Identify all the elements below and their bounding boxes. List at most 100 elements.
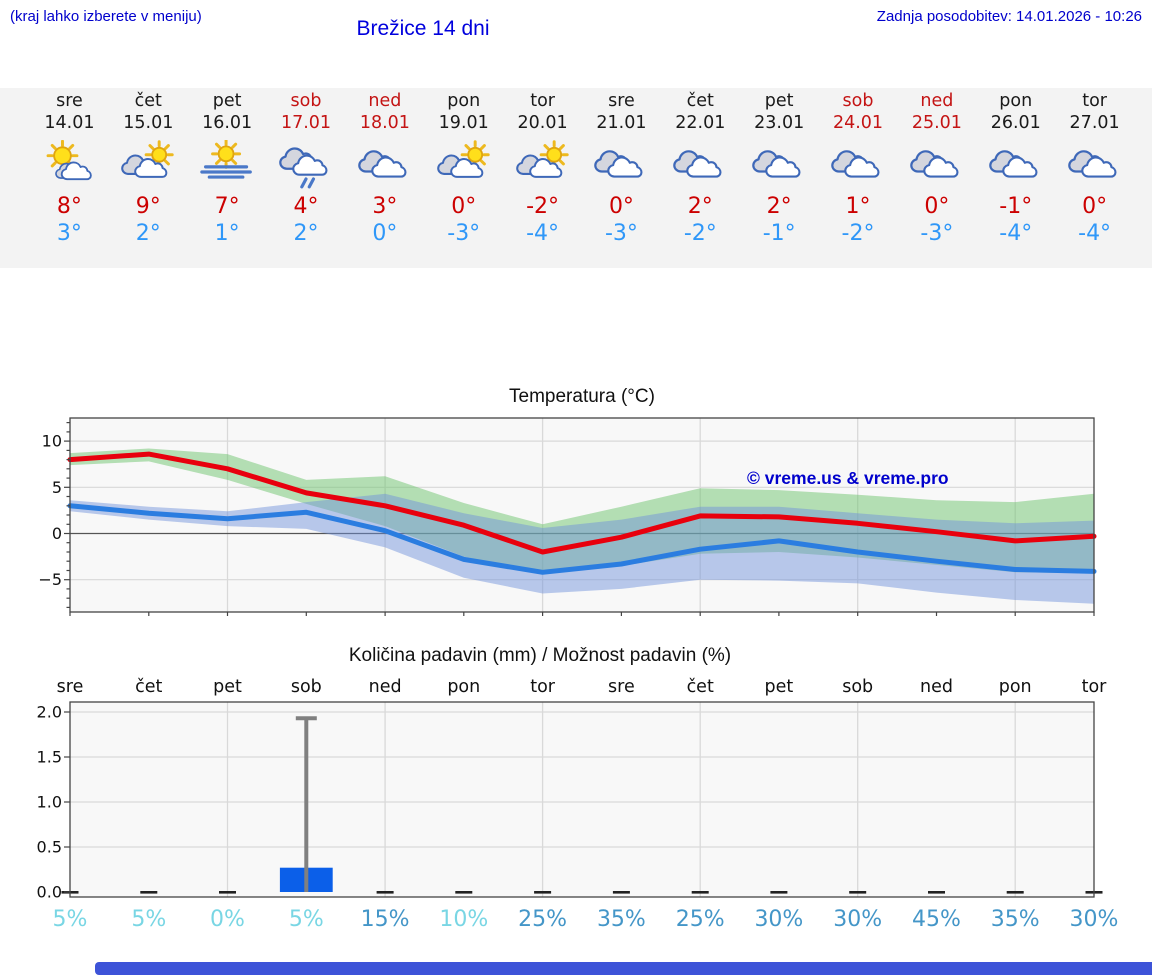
weather-icon-sun-fog xyxy=(200,138,252,179)
day-date: 24.01 xyxy=(832,113,884,133)
day-date: 22.01 xyxy=(675,113,726,133)
forecast-day: čet 15.01 9° 2° xyxy=(109,88,188,268)
day-icon xyxy=(1055,140,1134,190)
day-high-temp: 1° xyxy=(845,194,871,219)
day-date: 18.01 xyxy=(359,113,410,133)
zero-precip-dash xyxy=(376,891,394,894)
precip-probability-label: 10% xyxy=(439,907,488,932)
day-low-temp: -3° xyxy=(447,221,481,246)
zero-precip-dash xyxy=(140,891,158,894)
day-icon xyxy=(503,140,582,190)
last-update-text: Zadnja posodobitev: 14.01.2026 - 10:26 xyxy=(876,8,1142,25)
day-low-temp: -3° xyxy=(920,221,954,246)
precipitation-chart-title: Količina padavin (mm) / Možnost padavin … xyxy=(348,645,732,666)
day-high-temp: 0° xyxy=(608,194,634,219)
zero-precip-dash xyxy=(219,891,236,894)
zero-precip-dash xyxy=(61,891,79,894)
precip-probability-label: 0% xyxy=(210,907,245,932)
precip-day-label: pet xyxy=(765,677,794,697)
precip-day-label: sre xyxy=(608,677,635,697)
forecast-day: sob 24.01 1° -2° xyxy=(819,88,898,268)
day-date: 17.01 xyxy=(280,113,332,133)
day-low-temp: 2° xyxy=(135,221,161,246)
day-icon xyxy=(188,138,267,190)
precip-day-label: ned xyxy=(369,677,402,697)
day-date: 23.01 xyxy=(754,113,805,133)
precip-ytick-label: 1.5 xyxy=(37,748,62,767)
weather-icon-sun-cloud xyxy=(46,139,93,181)
day-icon xyxy=(109,140,188,190)
day-name: sre xyxy=(56,91,83,111)
temp-ytick-label: 10 xyxy=(42,432,62,451)
day-icon xyxy=(345,140,424,190)
day-date: 25.01 xyxy=(911,113,962,133)
forecast-day: sre 21.01 0° -3° xyxy=(582,88,661,268)
precip-probability-label: 25% xyxy=(518,907,567,932)
precip-ytick-label: 2.0 xyxy=(37,703,62,722)
day-date: 16.01 xyxy=(202,113,253,133)
day-icon xyxy=(30,139,109,190)
precip-ytick-label: 1.0 xyxy=(37,793,62,812)
precip-day-label: pet xyxy=(213,677,242,697)
day-high-temp: 2° xyxy=(687,194,713,219)
menu-hint-text: (kraj lahko izberete v meniju) xyxy=(10,8,202,25)
day-icon xyxy=(740,140,819,190)
zero-precip-dash xyxy=(928,891,945,894)
day-name: čet xyxy=(134,91,162,111)
forecast-strip: sre 14.01 8° 3° čet 15.01 9° 2° pet 16.01 7° 1° sob 1… xyxy=(0,88,1152,268)
precip-day-label: čet xyxy=(687,677,714,697)
temperature-chart: −5 0 5 10 © vreme.us & vreme.pro xyxy=(38,417,1097,616)
day-name: ned xyxy=(368,91,402,111)
precip-probability-label: 35% xyxy=(597,907,646,932)
precip-probability-label: 15% xyxy=(361,907,410,932)
day-low-temp: -3° xyxy=(604,221,638,246)
day-date: 21.01 xyxy=(596,113,647,133)
temperature-chart-title: Temperatura (°C) xyxy=(509,386,655,407)
day-low-temp: -2° xyxy=(683,221,717,246)
day-high-temp: -1° xyxy=(999,194,1033,219)
precip-probability-label: 30% xyxy=(754,907,803,932)
precip-probability-label: 35% xyxy=(991,907,1040,932)
day-name: tor xyxy=(1082,91,1107,111)
zero-precip-dash xyxy=(455,891,473,894)
day-icon xyxy=(897,140,976,190)
precip-probability-label: 30% xyxy=(833,907,882,932)
day-low-temp: -4° xyxy=(1078,221,1112,246)
day-high-temp: 7° xyxy=(214,194,240,219)
day-name: pon xyxy=(999,91,1033,111)
day-name: sre xyxy=(608,91,635,111)
weather-icon-cloudy xyxy=(752,150,801,178)
day-icon xyxy=(582,140,661,190)
weather-icon-cloud-sun xyxy=(436,140,490,178)
min-temp-line xyxy=(67,503,1097,575)
day-low-temp: 2° xyxy=(293,221,319,246)
weather-icon-cloud-sun xyxy=(515,140,569,178)
day-high-temp: 4° xyxy=(293,194,319,219)
precip-day-label: pon xyxy=(447,677,480,697)
day-high-temp: 0° xyxy=(451,194,477,219)
zero-precip-dash xyxy=(1085,891,1103,894)
day-icon xyxy=(976,140,1055,190)
day-name: pet xyxy=(212,91,242,111)
precipitation-chart: 0.0 0.5 1.0 1.5 2.0 sre čet pet sob ned pon tor sre č… xyxy=(37,677,1119,932)
day-date: 14.01 xyxy=(44,113,95,133)
forecast-day: pon 19.01 0° -3° xyxy=(424,88,503,268)
precip-day-label: čet xyxy=(135,677,162,697)
temp-ytick-label: 5 xyxy=(52,478,62,497)
day-name: sob xyxy=(842,91,874,111)
page-title: Brežice 14 dni xyxy=(356,17,490,40)
weather-icon-cloudy xyxy=(673,150,722,178)
precip-day-label: pon xyxy=(999,677,1032,697)
precip-day-label: ned xyxy=(920,677,953,697)
day-high-temp: 3° xyxy=(372,194,398,219)
day-name: tor xyxy=(530,91,555,111)
forecast-day: pet 16.01 7° 1° xyxy=(188,88,267,268)
day-low-temp: -1° xyxy=(762,221,796,246)
zero-precip-dash xyxy=(612,891,630,894)
day-low-temp: -4° xyxy=(999,221,1033,246)
day-name: sob xyxy=(290,91,322,111)
forecast-day: ned 25.01 0° -3° xyxy=(897,88,976,268)
day-name: čet xyxy=(686,91,714,111)
weather-icon-rain xyxy=(279,147,328,189)
precip-probability-label: 5% xyxy=(289,907,324,932)
